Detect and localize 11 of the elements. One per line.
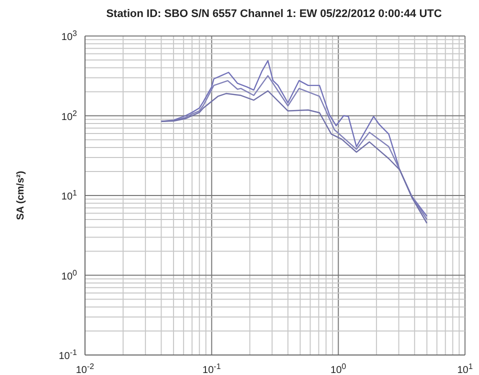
x-tick-label: 10$^{1}$ [457,362,474,375]
x-tick-label: 10$^{0}$ [330,362,347,375]
y-tick-label: 10$^{1}$ [61,188,78,202]
y-tick-label: 10$^{-1}$ [58,348,78,362]
y-tick-label: 10$^{0}$ [61,268,78,282]
x-tick-label: 10$^{-1}$ [202,362,222,375]
y-tick-label: 10$^{2}$ [61,108,78,123]
x-tick-label: 10$^{-2}$ [76,362,95,375]
chart-title: Station ID: SBO S/N 6557 Channel 1: EW 05/22/2012 0:00:44 UTC [105,8,443,20]
y-axis-title: SA (cm/s²) [16,170,27,220]
y-tick-label: 10$^{3}$ [61,28,78,43]
